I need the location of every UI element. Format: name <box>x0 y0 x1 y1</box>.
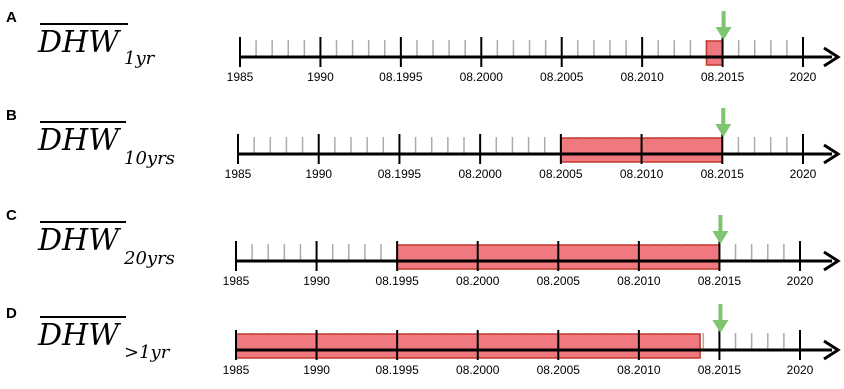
tick-label: 08.2005 <box>537 274 581 288</box>
panel-a: A DHW 1yr 1985 1990 08.1995 08.2000 08.2005 08.2… <box>6 9 841 84</box>
axis-arrowhead <box>823 250 841 272</box>
dhw-label: DHW <box>37 223 121 258</box>
tick-label: 1985 <box>225 167 252 181</box>
tick-label: 08.2010 <box>617 274 661 288</box>
marker-arrow-head <box>712 231 729 244</box>
tick-label: 08.2010 <box>620 167 664 181</box>
tick-label: 08.2010 <box>620 70 664 84</box>
tick-label: 2020 <box>790 167 817 181</box>
tick-label: 1990 <box>303 363 330 377</box>
tick-label: 08.2015 <box>698 363 742 377</box>
axis-arrowhead <box>823 46 841 68</box>
axis-arrowhead <box>823 143 841 165</box>
panel-letter: A <box>6 9 17 26</box>
tick-label: 1990 <box>303 274 330 288</box>
tick-label: 08.2005 <box>539 167 583 181</box>
tick-label: 08.1995 <box>375 274 419 288</box>
marker-arrow-head <box>715 27 732 40</box>
dhw-subscript: 20yrs <box>123 248 175 269</box>
dhw-label: DHW <box>37 318 121 353</box>
tick-label: 2020 <box>790 70 817 84</box>
tick-label: 08.1995 <box>379 70 423 84</box>
tick-label: 08.2015 <box>701 70 745 84</box>
dhw-subscript: >1yr <box>124 342 171 363</box>
dhw-subscript: 1yr <box>124 48 156 69</box>
marker-arrow-head <box>715 124 732 137</box>
tick-label: 08.2000 <box>456 363 500 377</box>
tick-label: 1985 <box>227 70 254 84</box>
tick-label: 08.2015 <box>701 167 745 181</box>
tick-label: 1985 <box>223 363 250 377</box>
dhw-label: DHW <box>37 25 121 60</box>
tick-label: 08.2010 <box>617 363 661 377</box>
tick-label: 1990 <box>305 167 332 181</box>
tick-label: 1990 <box>307 70 334 84</box>
tick-label: 08.1995 <box>375 363 419 377</box>
tick-label: 2020 <box>787 274 814 288</box>
tick-label: 08.1995 <box>378 167 422 181</box>
dhw-subscript: 10yrs <box>124 148 175 169</box>
tick-label: 2020 <box>787 363 814 377</box>
tick-label: 08.2000 <box>460 70 504 84</box>
panel-letter: C <box>6 207 17 224</box>
panel-letter: D <box>6 305 17 322</box>
marker-arrow-head <box>712 320 729 333</box>
panel-letter: B <box>6 107 17 124</box>
window-bar <box>235 333 701 359</box>
window-bar <box>705 40 724 66</box>
tick-label: 08.2005 <box>540 70 584 84</box>
tick-label: 08.2015 <box>698 274 742 288</box>
axis-arrowhead <box>823 339 841 361</box>
tick-label: 08.2000 <box>456 274 500 288</box>
tick-label: 08.2000 <box>458 167 502 181</box>
panel-d: D DHW >1yr 1985 1990 08.1995 08.2000 08.2005 08.… <box>6 304 841 377</box>
dhw-label: DHW <box>37 123 121 158</box>
tick-label: 08.2005 <box>537 363 581 377</box>
tick-label: 1985 <box>223 274 250 288</box>
